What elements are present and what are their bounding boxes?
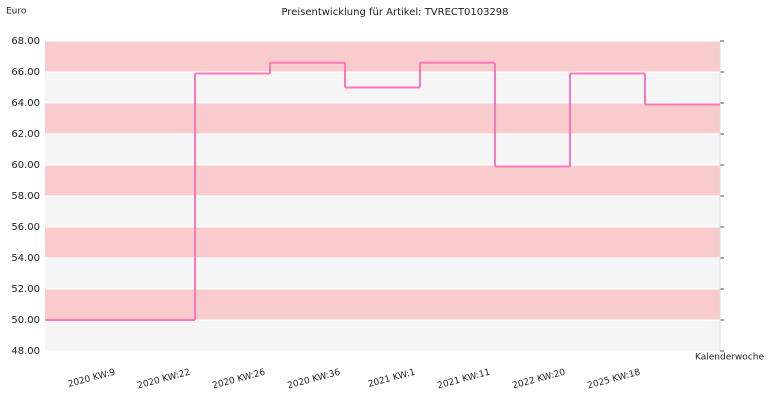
grid-band — [45, 165, 720, 196]
grid-band — [45, 103, 720, 134]
grid-band — [45, 41, 720, 72]
y-tick-label: 60.00 — [11, 160, 40, 171]
x-tick-label: 2025 KW:18 — [586, 368, 641, 392]
y-tick-label: 54.00 — [11, 253, 40, 264]
grid-band — [45, 320, 720, 351]
grid-band — [45, 258, 720, 289]
y-tick-label: 56.00 — [11, 222, 40, 233]
grid-band — [45, 196, 720, 227]
chart-title: Preisentwicklung für Artikel: TVRECT0103… — [281, 7, 508, 18]
x-tick-label: 2021 KW:1 — [367, 368, 416, 390]
x-tick-label: 2021 KW:11 — [436, 368, 491, 392]
x-tick-label: 2020 KW:22 — [136, 368, 191, 392]
x-tick-label: 2020 KW:26 — [211, 368, 266, 392]
grid-band — [45, 134, 720, 165]
y-tick-label: 50.00 — [11, 315, 40, 326]
y-tick-label: 52.00 — [11, 284, 40, 295]
grid-band — [45, 289, 720, 320]
y-tick-label: 58.00 — [11, 191, 40, 202]
x-axis-label: Kalenderwoche — [695, 353, 764, 363]
grid-band — [45, 227, 720, 258]
x-tick-label: 2022 KW:20 — [511, 368, 566, 392]
y-tick-label: 68.00 — [11, 36, 40, 47]
y-tick-label: 64.00 — [11, 98, 40, 109]
y-tick-label: 48.00 — [11, 346, 40, 357]
y-tick-label: 66.00 — [11, 67, 40, 78]
y-tick-label: 62.00 — [11, 129, 40, 140]
y-axis-label: Euro — [6, 7, 27, 17]
x-tick-label: 2020 KW:9 — [67, 368, 117, 390]
x-tick-label: 2020 KW:36 — [286, 368, 341, 392]
